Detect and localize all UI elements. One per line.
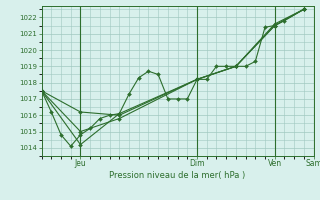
X-axis label: Pression niveau de la mer( hPa ): Pression niveau de la mer( hPa ) [109, 171, 246, 180]
